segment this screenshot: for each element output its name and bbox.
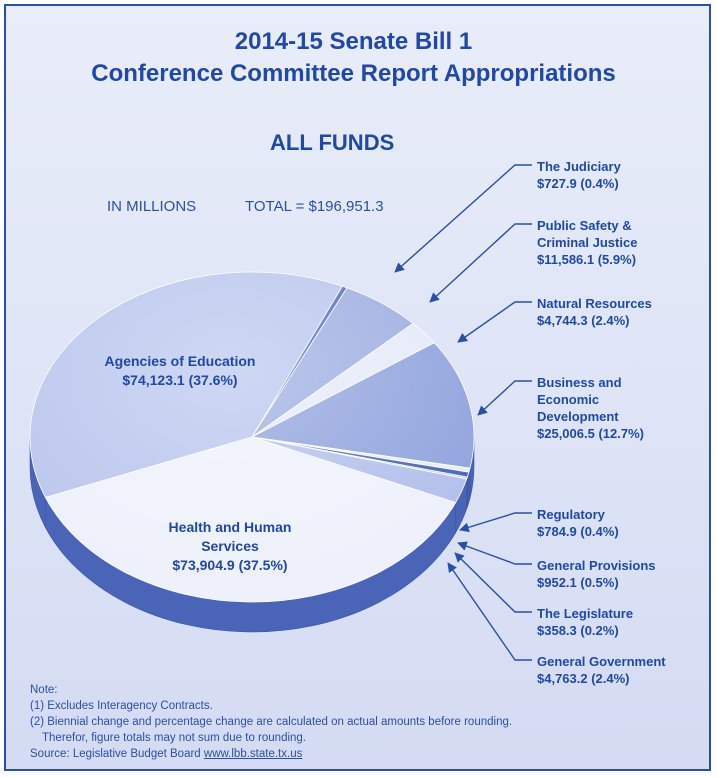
chart-title-line-2: Conference Committee Report Appropriatio… bbox=[91, 60, 616, 87]
slice-label-hhs-2: Services bbox=[201, 538, 259, 554]
callout-general-provisions: General Provisions $952.1 (0.5%) bbox=[537, 557, 656, 591]
pie-slices bbox=[29, 271, 475, 603]
note-2: (2) Biennial change and percentage chang… bbox=[30, 716, 513, 728]
notes-heading: Note: bbox=[30, 684, 58, 696]
slice-label-regulatory: Regulatory bbox=[537, 507, 605, 522]
callout-education: Agencies of Education $74,123.1 (37.6%) bbox=[70, 352, 290, 390]
slice-value-business: $25,006.5 (12.7%) bbox=[537, 426, 644, 441]
chart-subtitle: ALL FUNDS bbox=[270, 130, 395, 155]
slice-label-business-1: Business and bbox=[537, 375, 622, 390]
slice-value-public-safety: $11,586.1 (5.9%) bbox=[537, 252, 637, 267]
callout-public-safety: Public Safety & Criminal Justice $11,586… bbox=[537, 217, 637, 268]
slice-value-general-government: $4,763.2 (2.4%) bbox=[537, 671, 630, 686]
notes-block: Note: (1) Excludes Interagency Contracts… bbox=[30, 682, 512, 762]
slice-label-general-provisions: General Provisions bbox=[537, 558, 656, 573]
note-1: (1) Excludes Interagency Contracts. bbox=[30, 700, 213, 712]
leader-line-legislature bbox=[454, 552, 532, 613]
slice-label-hhs-1: Health and Human bbox=[168, 519, 292, 535]
leader-line-regulatory bbox=[459, 512, 532, 533]
callout-business: Business and Economic Development $25,00… bbox=[537, 374, 644, 442]
slice-value-education: $74,123.1 (37.6%) bbox=[122, 372, 238, 388]
slice-value-hhs: $73,904.9 (37.5%) bbox=[172, 557, 288, 573]
slice-label-natural-resources: Natural Resources bbox=[537, 296, 652, 311]
callout-regulatory: Regulatory $784.9 (0.4%) bbox=[537, 506, 619, 540]
note-3: Therefor, figure totals may not sum due … bbox=[42, 732, 307, 744]
callout-natural-resources: Natural Resources $4,744.3 (2.4%) bbox=[537, 295, 652, 329]
leader-line-natural-resources bbox=[457, 301, 532, 343]
slice-label-legislature: The Legislature bbox=[537, 606, 634, 621]
slice-label-business-3: Development bbox=[537, 409, 619, 424]
callout-leaders bbox=[394, 164, 532, 661]
leader-line-general-provisions bbox=[457, 541, 532, 565]
slice-value-general-provisions: $952.1 (0.5%) bbox=[537, 575, 619, 590]
leader-line-judiciary bbox=[394, 164, 532, 273]
total-label: TOTAL = $196,951.3 bbox=[245, 198, 384, 215]
leader-line-public-safety bbox=[429, 223, 532, 303]
slice-value-judiciary: $727.9 (0.4%) bbox=[537, 176, 619, 191]
pie-highlight bbox=[30, 272, 474, 602]
source-link[interactable]: www.lbb.state.tx.us bbox=[203, 748, 303, 760]
source-prefix: Source: Legislative Budget Board bbox=[30, 748, 201, 760]
slice-label-general-government: General Government bbox=[537, 654, 666, 669]
callout-judiciary: The Judiciary $727.9 (0.4%) bbox=[537, 158, 621, 192]
slice-value-regulatory: $784.9 (0.4%) bbox=[537, 524, 619, 539]
slice-label-public-safety-2: Criminal Justice bbox=[537, 235, 638, 250]
slice-value-legislature: $358.3 (0.2%) bbox=[537, 623, 619, 638]
chart-title-line-1: 2014-15 Senate Bill 1 bbox=[234, 28, 473, 55]
source-line: Source: Legislative Budget Board www.lbb… bbox=[30, 746, 512, 762]
slice-label-judiciary: The Judiciary bbox=[537, 159, 621, 174]
slice-value-natural-resources: $4,744.3 (2.4%) bbox=[537, 313, 630, 328]
callout-legislature: The Legislature $358.3 (0.2%) bbox=[537, 605, 633, 639]
leader-line-business bbox=[477, 380, 532, 416]
leader-line-general-government bbox=[447, 562, 532, 661]
callout-general-government: General Government $4,763.2 (2.4%) bbox=[537, 653, 666, 687]
callout-hhs: Health and Human Services $73,904.9 (37.… bbox=[130, 518, 330, 575]
slice-label-public-safety-1: Public Safety & bbox=[537, 218, 632, 233]
slice-label-business-2: Economic bbox=[537, 392, 600, 407]
units-label: IN MILLIONS bbox=[107, 198, 197, 215]
slice-label-education: Agencies of Education bbox=[104, 353, 256, 369]
